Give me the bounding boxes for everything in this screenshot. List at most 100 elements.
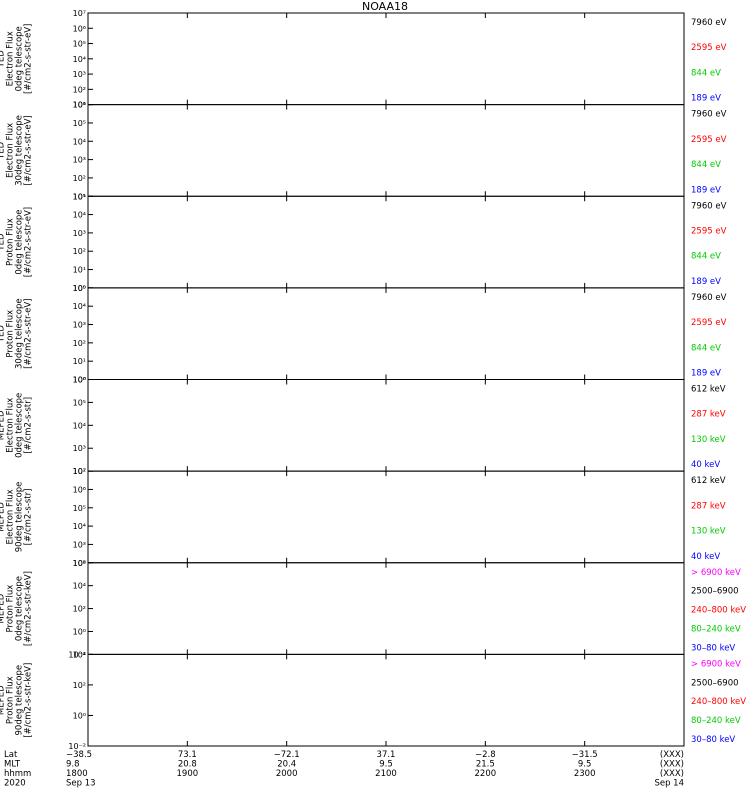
legend-entry: 612 keV [691, 476, 726, 486]
panel-2-frame [87, 104, 685, 197]
panel-8-legend: > 6900 keV 2500–6900 240–800 keV 80–240 keV… [691, 659, 746, 745]
panel-7-frame [87, 562, 685, 655]
ytick-label: 10⁶ [73, 101, 86, 110]
ytick-label: 10⁻² [68, 650, 86, 659]
legend-entry: 2595 eV [691, 43, 727, 53]
panel-2-legend: 7960 eV 2595 eV 844 eV 189 eV [691, 110, 727, 196]
ephemeris-cell: −72.1 [274, 750, 300, 760]
panel-4-legend: 7960 eV 2595 eV 844 eV 189 eV [691, 293, 727, 379]
legend-entry: 80–240 keV [691, 716, 741, 726]
ephemeris-cell: 9.5 [578, 760, 592, 770]
panel-1-legend: 7960 eV 2595 eV 844 eV 189 eV [691, 18, 727, 104]
panel-6-legend: 612 keV 287 keV 130 keV 40 keV [691, 476, 726, 562]
panel-1: 10¹ 10² 10³ 10⁴ 10⁵ 10⁶ 10⁷ TEDElectron Flux0de… [0, 9, 727, 110]
panel-4-frame [87, 287, 685, 380]
ytick-label: 10⁷ [73, 9, 86, 18]
ephemeris-cell: 37.1 [377, 750, 396, 760]
legend-entry: 189 eV [691, 369, 721, 379]
panel-8: 10⁻² 10⁰ 10² 10⁴ MEPEDProton Flux90deg teles… [0, 650, 746, 751]
ytick-label: 10⁷ [73, 467, 86, 476]
panel-6-frame [87, 470, 685, 564]
legend-entry: 612 keV [691, 385, 726, 395]
legend-entry: 2500–6900 [691, 678, 739, 688]
ytick-label: 10³ [73, 321, 86, 330]
ytick-label: 10⁴ [73, 582, 86, 591]
panel-5-ylabel: MEPEDElectron Flux0deg telescope[#/cm2-s… [0, 393, 34, 458]
ytick-label: 10⁵ [73, 398, 86, 407]
panel-2-ylabel: TEDElectron Flux30deg telescope[#/cm2-s-… [0, 115, 34, 186]
ytick-label: 10⁵ [73, 504, 86, 513]
panel-3-ylabel: TEDProton Flux0deg telescope[#/cm2-s-str… [0, 207, 34, 277]
panel-6: 10² 10³ 10⁴ 10⁵ 10⁶ 10⁷ MEPEDElectron Flux90de… [0, 467, 726, 568]
legend-entry: 80–240 keV [691, 624, 741, 634]
ephemeris-cell: 1900 [177, 769, 199, 779]
ytick-label: 10¹ [73, 101, 86, 110]
panel-3-frame [87, 195, 685, 289]
panel-7: 10⁻² 10⁰ 10² 10⁴ 10⁶ MEPEDProton Flux0deg tel… [0, 559, 746, 660]
ephemeris-cell: −2.8 [475, 750, 496, 760]
ytick-label: 10² [73, 247, 86, 256]
ytick-label: 10¹ [73, 357, 86, 366]
ytick-label: 10⁰ [73, 711, 86, 720]
legend-entry: > 6900 keV [691, 659, 741, 669]
panel-group: 10¹ 10² 10³ 10⁴ 10⁵ 10⁶ 10⁷ TEDElectron Flux0de… [0, 9, 746, 751]
ytick-label: 10⁴ [73, 302, 86, 311]
panel-7-legend: > 6900 keV 2500–6900 240–800 keV 80–240 keV… [691, 568, 746, 654]
legend-entry: 287 keV [691, 410, 726, 420]
panel-6-ylabel: MEPEDElectron Flux90deg telescope[#/cm2-… [0, 482, 34, 553]
legend-entry: 130 keV [691, 527, 726, 537]
legend-entry: 189 eV [691, 185, 721, 195]
ytick-label: 10³ [73, 156, 86, 165]
ytick-label: 10² [73, 605, 86, 614]
panel-7-ylabel: MEPEDProton Flux0deg telescope[#/cm2-s-s… [0, 571, 34, 646]
ephemeris-cell: 20.8 [178, 760, 197, 770]
legend-entry: 189 eV [691, 94, 721, 104]
ytick-label: 10³ [73, 229, 86, 238]
ephemeris-cell: 1800 [66, 769, 88, 779]
ephemeris-cell: 2300 [574, 769, 596, 779]
ephemeris-cell: (XXX) [660, 760, 684, 770]
ytick-label: 10⁵ [73, 192, 86, 201]
legend-entry: 7960 eV [691, 110, 727, 120]
legend-entry: 130 keV [691, 435, 726, 445]
ephemeris-cell: 73.1 [178, 750, 197, 760]
ytick-label: 10¹ [73, 192, 86, 201]
panel-8-traces [680, 690, 684, 736]
ytick-label: 10⁰ [73, 376, 86, 385]
panel-3: 10⁰ 10¹ 10² 10³ 10⁴ 10⁵ TEDProton Flux0deg tel… [0, 192, 727, 293]
ephemeris-cell: 20.4 [277, 760, 296, 770]
ytick-label: 10⁻² [68, 742, 86, 751]
panel-3-legend: 7960 eV 2595 eV 844 eV 189 eV [691, 201, 727, 287]
legend-entry: 7960 eV [691, 293, 727, 303]
panel-1-ylabel: TEDElectron Flux0deg telescope[#/cm2-s-s… [0, 24, 34, 94]
ytick-label: 10³ [73, 540, 86, 549]
legend-entry: 287 keV [691, 501, 726, 511]
ytick-label: 10⁴ [73, 421, 86, 430]
legend-entry: 2500–6900 [691, 587, 739, 597]
legend-entry: 844 eV [691, 160, 721, 170]
ephemeris-cell: (XXX) [660, 769, 684, 779]
panel-1-frame [87, 12, 685, 106]
ytick-label: 10⁶ [73, 24, 86, 33]
ytick-label: 10⁴ [73, 650, 86, 659]
panel-8-ylabel: MEPEDProton Flux90deg telescope[#/cm2-s-… [0, 663, 34, 738]
panel-5-legend: 612 keV 287 keV 130 keV 40 keV [691, 385, 726, 471]
legend-entry: > 6900 keV [691, 568, 741, 578]
panel-8-frame [87, 653, 685, 747]
legend-entry: 844 eV [691, 68, 721, 78]
ytick-label: 10² [73, 339, 86, 348]
legend-entry: 2595 eV [691, 135, 727, 145]
legend-entry: 240–800 keV [691, 697, 746, 707]
legend-entry: 844 eV [691, 252, 721, 262]
legend-entry: 2595 eV [691, 318, 727, 328]
ephemeris-cell: 2000 [276, 769, 298, 779]
legend-entry: 240–800 keV [691, 606, 746, 616]
legend-entry: 30–80 keV [691, 735, 735, 745]
legend-entry: 189 eV [691, 277, 721, 287]
ytick-label: 10⁶ [73, 376, 86, 385]
ephemeris-cell: −31.5 [572, 750, 598, 760]
legend-entry: 844 eV [691, 343, 721, 353]
ephemeris-cell: (XXX) [660, 750, 684, 760]
ytick-label: 10² [73, 559, 86, 568]
